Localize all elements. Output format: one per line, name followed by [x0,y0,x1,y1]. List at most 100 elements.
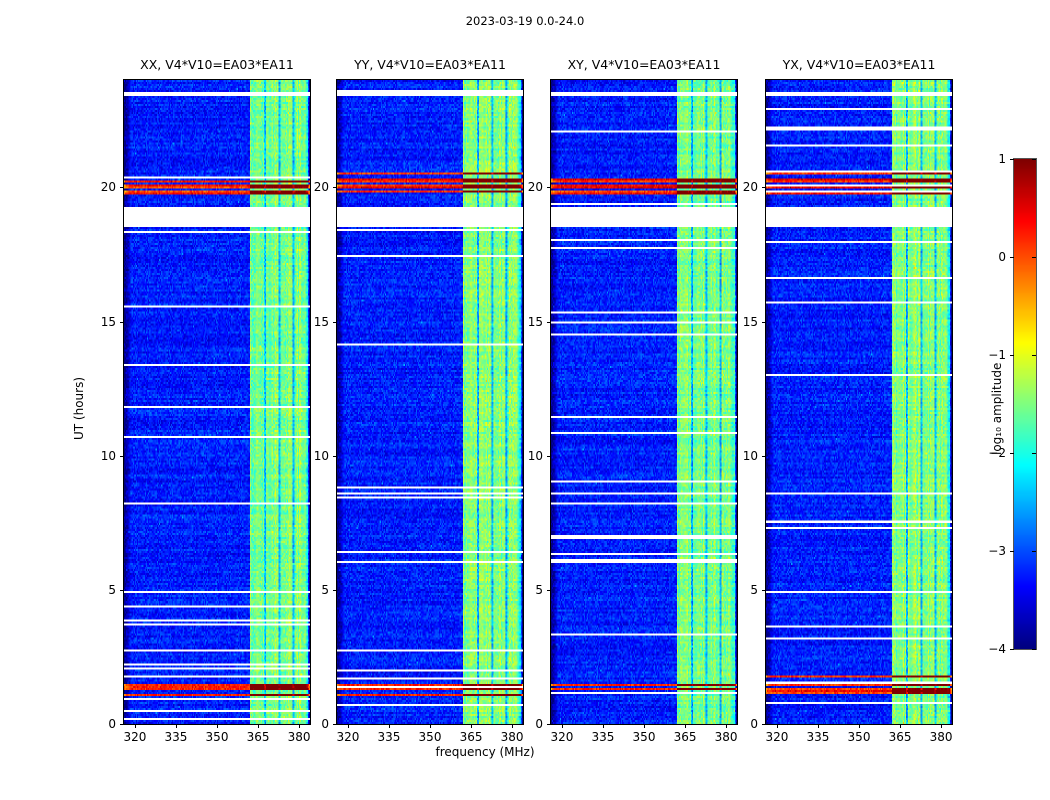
heatmap-panel-yx [766,80,952,724]
x-tick-label: 365 [246,730,270,744]
y-tick-label: 10 [527,448,543,463]
x-tick-label: 350 [847,730,871,744]
x-tick-mark [561,724,563,728]
y-tick-mark [762,589,766,591]
y-tick-mark [547,321,551,323]
colorbar-tick-label: −4 [988,642,1006,656]
y-tick-label: 5 [321,582,329,597]
x-tick-mark [388,724,390,728]
colorbar-label: log₁₀ amplitude [990,362,1004,455]
heatmap-panel-xx [124,80,310,724]
x-tick-mark [512,724,514,728]
colorbar-tick-mark-inner [1032,551,1036,552]
x-tick-label: 320 [550,730,574,744]
x-tick-label: 350 [632,730,656,744]
y-tick-mark [333,589,337,591]
heatmap-image-yx [766,80,952,724]
y-tick-mark [547,724,551,725]
colorbar-tick-mark [1010,649,1014,650]
colorbar-tick-mark-inner [1032,453,1036,454]
panel-title-xy: XY, V4*V10=EA03*EA11 [567,57,721,72]
colorbar-tick-mark [1010,453,1014,454]
heatmap-image-yy [337,80,523,724]
y-tick-label: 15 [313,314,329,329]
y-tick-label: 20 [742,180,758,195]
x-tick-mark [471,724,473,728]
x-tick-label: 335 [164,730,188,744]
y-tick-mark [762,187,766,189]
x-tick-label: 380 [500,730,524,744]
y-tick-label: 0 [750,717,758,731]
x-tick-mark [217,724,218,728]
y-tick-mark [547,589,551,591]
x-tick-mark [430,724,431,728]
y-tick-mark [547,187,551,189]
x-tick-label: 320 [123,730,147,744]
y-tick-mark [762,455,766,457]
colorbar-tick-label: −3 [988,544,1006,558]
x-tick-mark [685,724,687,728]
x-tick-mark [817,724,819,728]
x-tick-label: 380 [714,730,738,744]
colorbar-tick-label: 0 [998,250,1006,264]
x-tick-label: 320 [765,730,789,744]
x-tick-mark [941,724,943,728]
y-tick-label: 20 [313,180,329,195]
y-tick-mark [120,321,124,323]
heatmap-image-xx [124,80,310,724]
heatmap-image-xy [551,80,737,724]
x-tick-label: 335 [806,730,830,744]
x-tick-label: 365 [459,730,483,744]
y-tick-label: 5 [108,582,116,597]
y-tick-mark [120,187,124,189]
panel-title-yx: YX, V4*V10=EA03*EA11 [782,57,936,72]
colorbar-tick-mark-inner [1032,355,1036,356]
y-tick-label: 15 [742,314,758,329]
y-tick-mark [120,724,124,725]
y-tick-label: 0 [535,717,543,731]
y-tick-label: 15 [100,314,116,329]
colorbar-tick-label: −2 [988,446,1006,460]
x-tick-mark [776,724,778,728]
colorbar-tick-mark [1010,551,1014,552]
x-tick-label: 350 [418,730,442,744]
x-tick-mark [134,724,136,728]
panel-title-yy: YY, V4*V10=EA03*EA11 [354,57,506,72]
y-tick-mark [120,589,124,591]
y-tick-label: 0 [321,717,329,731]
x-tick-mark [900,724,902,728]
x-tick-mark [644,724,645,728]
y-tick-label: 10 [742,448,758,463]
figure-suptitle: 2023-03-19 0.0-24.0 [465,14,585,28]
colorbar-tick-mark-inner [1032,257,1036,258]
y-tick-mark [333,724,337,725]
colorbar-tick-mark [1010,355,1014,356]
colorbar-tick-mark-inner [1032,649,1036,650]
y-tick-label: 5 [535,582,543,597]
y-tick-label: 10 [100,448,116,463]
y-tick-mark [762,321,766,323]
x-tick-label: 335 [591,730,615,744]
x-tick-mark [299,724,301,728]
y-tick-mark [333,321,337,323]
x-tick-label: 335 [377,730,401,744]
y-tick-mark [547,455,551,457]
y-tick-label: 0 [108,717,116,731]
y-tick-mark [333,187,337,189]
x-tick-mark [258,724,260,728]
y-tick-label: 20 [100,180,116,195]
x-tick-mark [859,724,860,728]
x-tick-label: 365 [673,730,697,744]
x-tick-mark [726,724,728,728]
y-tick-label: 5 [750,582,758,597]
heatmap-panel-yy [337,80,523,724]
y-tick-mark [762,724,766,725]
x-tick-label: 380 [929,730,953,744]
colorbar-tick-mark-inner [1032,159,1036,160]
colorbar-tick-label: 1 [998,152,1006,166]
panel-title-xx: XX, V4*V10=EA03*EA11 [140,57,294,72]
x-tick-label: 350 [205,730,229,744]
y-tick-label: 20 [527,180,543,195]
heatmap-panel-xy [551,80,737,724]
